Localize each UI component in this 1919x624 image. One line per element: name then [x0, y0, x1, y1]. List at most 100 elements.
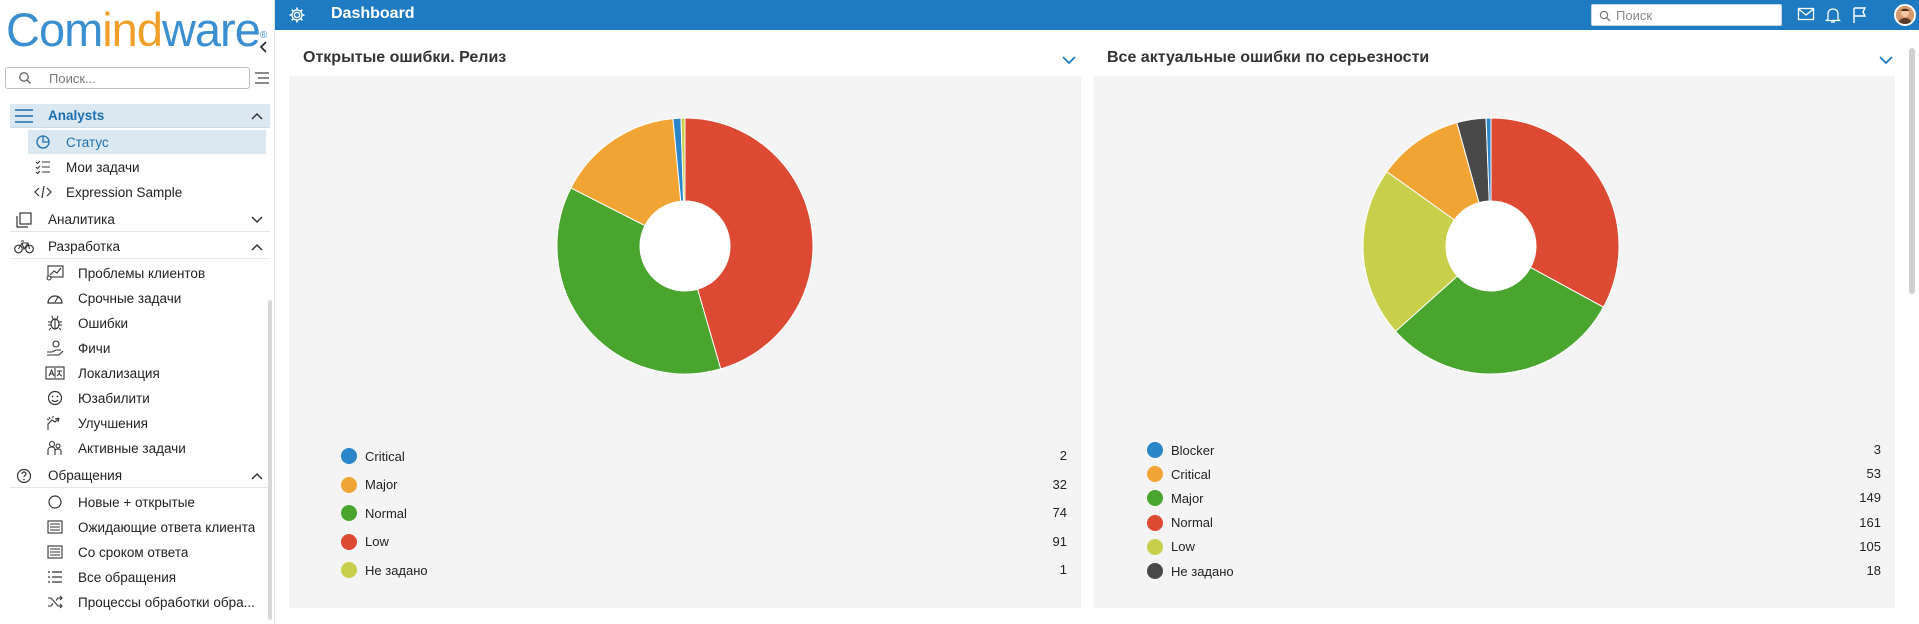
speedometer-icon [40, 291, 70, 305]
translate-icon [40, 366, 70, 380]
flag-icon[interactable] [1852, 6, 1868, 29]
sidebar-item-my-tasks[interactable]: Мои задачи [28, 155, 266, 179]
chevron-up-icon[interactable] [244, 472, 270, 480]
hamburger-icon [10, 108, 38, 123]
legend-swatch [341, 562, 357, 578]
mail-icon[interactable] [1797, 6, 1815, 27]
legend-item-major[interactable]: Major [1147, 488, 1204, 508]
sidebar-item-label: Статус [66, 134, 109, 150]
sidebar-item-customer-problems[interactable]: Проблемы клиентов [40, 261, 278, 285]
sidebar-item-localization[interactable]: Локализация [40, 361, 278, 385]
sidebar-item-features[interactable]: Фичи [40, 336, 278, 360]
pie-chart-open-bugs [556, 117, 814, 375]
legend-swatch [1147, 514, 1163, 531]
gear-icon[interactable] [288, 6, 306, 29]
search-icon [18, 71, 32, 90]
sidebar-item-label: Срочные задачи [78, 290, 182, 306]
sidebar-group-label: Разработка [48, 239, 120, 254]
main-scrollbar[interactable] [1909, 48, 1915, 294]
legend-item-blocker[interactable]: Blocker [1147, 440, 1214, 460]
bell-icon[interactable] [1824, 6, 1842, 29]
sidebar-group-requests[interactable]: Обращения [10, 464, 270, 488]
sidebar-item-awaiting-client[interactable]: Ожидающие ответа клиента [40, 515, 278, 539]
sidebar-item-label: Активные задачи [78, 440, 186, 456]
shuffle-icon [40, 595, 70, 609]
sidebar-item-new-open[interactable]: Новые + открытые [40, 490, 278, 514]
chevron-down-icon[interactable] [244, 215, 270, 224]
widget-all-bugs-severity: Все актуальные ошибки по серьезности Blo… [1093, 42, 1895, 612]
sidebar-item-label: Со сроком ответа [78, 544, 189, 560]
legend-item-low[interactable]: Low [341, 532, 389, 552]
bicycle-icon [10, 239, 38, 254]
sidebar-item-usability[interactable]: Юзабилити [40, 386, 278, 410]
sidebar-item-urgent-tasks[interactable]: Срочные задачи [40, 286, 278, 310]
sidebar-item-label: Expression Sample [66, 184, 183, 200]
legend-label: Low [1171, 539, 1195, 555]
legend-item-major[interactable]: Major [341, 475, 398, 495]
legend-item-critical[interactable]: Critical [1147, 464, 1211, 484]
code-icon [28, 185, 58, 199]
sidebar-group-development[interactable]: Разработка [10, 235, 270, 259]
legend-value: 91 [1052, 533, 1067, 549]
sidebar-scrollbar[interactable] [268, 300, 272, 620]
legend-value: 74 [1052, 505, 1067, 520]
page-title: Dashboard [331, 5, 415, 22]
global-search-input[interactable] [1616, 7, 1776, 24]
sidebar-group-analysts[interactable]: Analysts [10, 104, 270, 128]
sidebar-search [5, 67, 250, 89]
chevron-down-icon[interactable] [1879, 52, 1893, 70]
sidebar-item-expression-sample[interactable]: Expression Sample [28, 180, 266, 204]
sidebar-search-input[interactable] [49, 69, 244, 87]
legend-value: 161 [1859, 514, 1881, 530]
sidebar-item-request-processes[interactable]: Процессы обработки обра... [40, 590, 278, 614]
legend-value: 149 [1859, 490, 1881, 506]
donut-hole [1446, 201, 1536, 291]
avatar[interactable] [1894, 4, 1916, 26]
donut-hole [640, 201, 730, 291]
legend-label: Normal [365, 505, 407, 521]
legend-label: Blocker [1171, 442, 1215, 458]
legend-value: 1 [1059, 562, 1067, 577]
sidebar-item-label: Улучшения [78, 415, 148, 431]
circle-icon [40, 494, 70, 510]
legend-value: 32 [1052, 476, 1067, 492]
legend-value: 53 [1866, 466, 1881, 482]
widget-open-bugs-release: Открытые ошибки. Релиз Critical 2 Major 32 N… [289, 42, 1091, 612]
legend-item-normal[interactable]: Normal [1147, 513, 1213, 533]
legend-item-low[interactable]: Low [1147, 537, 1195, 557]
pie-chart-all-bugs [1362, 117, 1620, 375]
sidebar-item-label: Проблемы клиентов [78, 265, 206, 281]
legend-swatch [1147, 563, 1163, 579]
legend-label: Major [1171, 490, 1204, 506]
legend-item-critical[interactable]: Critical [341, 446, 405, 466]
chevron-up-icon[interactable] [244, 112, 270, 120]
sidebar-item-status[interactable]: Статус [28, 130, 266, 154]
sidebar-item-improvements[interactable]: Улучшения [40, 411, 278, 435]
smiley-icon [40, 390, 70, 406]
legend-value: 105 [1859, 538, 1881, 554]
sidebar-item-label: Мои задачи [66, 159, 140, 175]
legend-label: Major [365, 477, 398, 492]
chart-pie-icon [28, 134, 58, 150]
chevron-up-icon[interactable] [244, 243, 270, 251]
comindware-logo[interactable]: Comindware® [6, 3, 267, 56]
sidebar-group-label: Аналитика [48, 212, 115, 227]
sidebar-item-label: Процессы обработки обра... [78, 594, 255, 610]
legend-swatch [1147, 466, 1163, 483]
sidebar-item-bugs[interactable]: Ошибки [40, 311, 278, 335]
legend-label: Не задано [1171, 563, 1234, 579]
sidebar-group-analytics[interactable]: Аналитика [10, 208, 270, 232]
sidebar-item-active-tasks[interactable]: Активные задачи [40, 436, 278, 460]
sidebar-item-all-requests[interactable]: Все обращения [40, 565, 278, 589]
legend-item-не-задано[interactable]: Не задано [341, 560, 428, 580]
menu-list-icon[interactable] [255, 71, 269, 89]
chevron-down-icon[interactable] [1062, 52, 1076, 70]
collapse-sidebar-icon[interactable] [257, 39, 271, 55]
bug-icon [40, 315, 70, 331]
list-box-icon [40, 520, 70, 534]
sidebar-item-with-deadline[interactable]: Со сроком ответа [40, 540, 278, 564]
sidebar-item-label: Ожидающие ответа клиента [78, 519, 256, 535]
legend-item-не-задано[interactable]: Не задано [1147, 561, 1234, 581]
legend-item-normal[interactable]: Normal [341, 503, 407, 523]
sidebar-item-label: Фичи [78, 340, 111, 356]
